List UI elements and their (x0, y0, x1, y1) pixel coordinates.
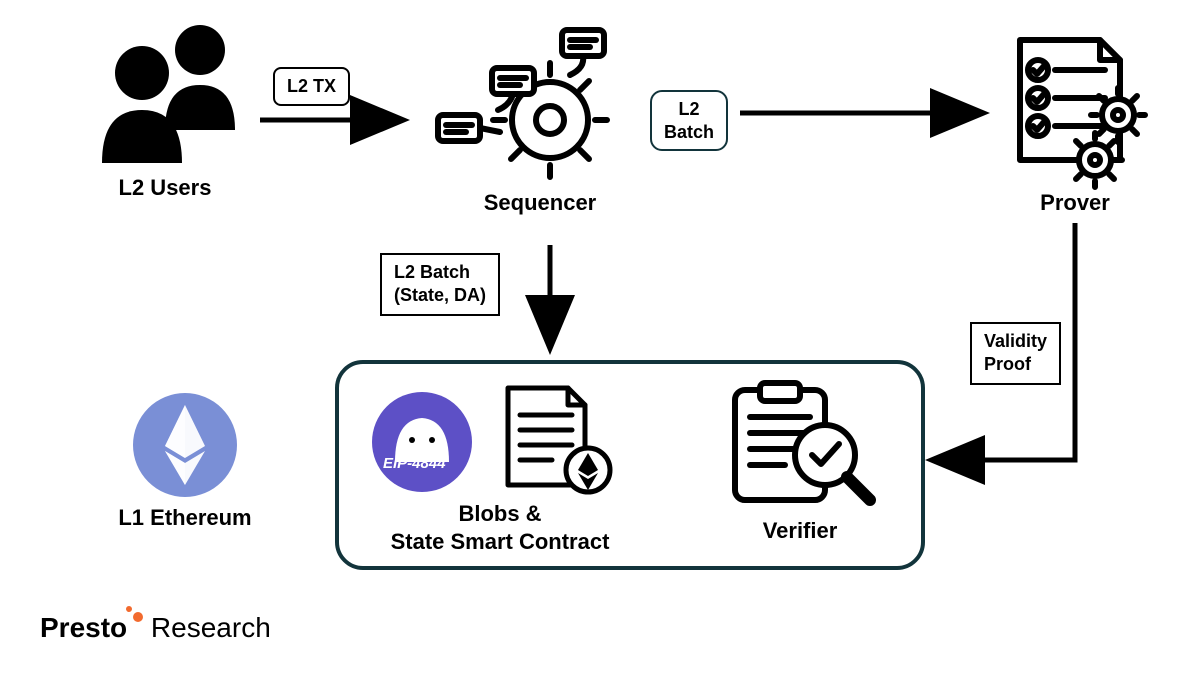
edge-label-validity-proof: Validity Proof (970, 322, 1061, 385)
edge-label-l2tx: L2 TX (273, 67, 350, 106)
verifier-icon (720, 375, 880, 520)
ethereum-icon (130, 390, 240, 505)
eip4844-label: EIP-4844 (383, 455, 446, 472)
sequencer-label: Sequencer (445, 190, 635, 216)
contract-document-icon (490, 380, 615, 505)
prover-icon (1000, 30, 1150, 195)
edge-label-seq-to-l1: L2 Batch (State, DA) (380, 253, 500, 316)
blobs-label: Blobs & State Smart Contract (370, 500, 630, 555)
verifier-label: Verifier (730, 518, 870, 544)
blobs-label-line2: State Smart Contract (391, 529, 610, 554)
presto-bold: Presto (40, 612, 127, 643)
blobs-label-line1: Blobs & (458, 501, 541, 526)
edge-label-l2batch: L2 Batch (650, 90, 728, 151)
eip4844-icon (370, 390, 475, 500)
presto-logo: Presto Research (40, 605, 271, 644)
l2-users-label: L2 Users (85, 175, 245, 201)
presto-light: Research (143, 612, 271, 643)
l1-ethereum-label: L1 Ethereum (100, 505, 270, 531)
sequencer-icon (430, 20, 620, 185)
prover-label: Prover (1010, 190, 1140, 216)
users-icon (90, 15, 255, 170)
